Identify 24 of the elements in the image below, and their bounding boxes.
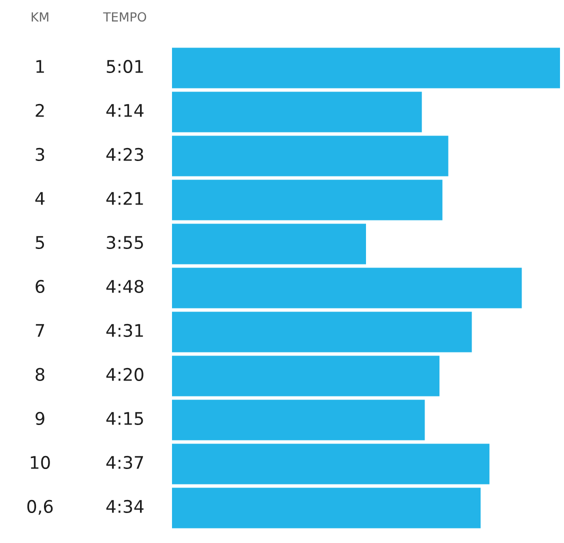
data-label: 4:34 — [106, 500, 144, 514]
y-tick-label: 10 — [30, 456, 50, 470]
data-label: 4:23 — [106, 148, 144, 162]
y-tick-label: 0,6 — [27, 500, 53, 515]
y-tick-label: 2 — [36, 104, 44, 117]
data-label: 4:48 — [106, 280, 144, 294]
y-tick-label: 4 — [35, 192, 45, 205]
y-tick-label: 8 — [36, 368, 44, 382]
x-axis-title: TEMPO — [103, 12, 146, 22]
data-label: 3:55 — [106, 236, 143, 250]
data-label: 5:01 — [106, 60, 143, 74]
y-axis-title: KM — [32, 12, 48, 22]
data-label: 4:31 — [106, 324, 143, 338]
y-tick-label: 3 — [36, 148, 44, 162]
y-tick-label: 9 — [36, 412, 44, 426]
data-label: 4:15 — [106, 412, 143, 426]
data-label: 4:14 — [106, 104, 144, 117]
y-tick-label: 6 — [36, 280, 44, 294]
data-label: 4:20 — [106, 368, 144, 382]
y-tick-label: 1 — [36, 60, 44, 73]
y-tick-label: 7 — [36, 324, 44, 337]
y-tick-label: 5 — [36, 236, 44, 250]
data-label: 4:37 — [106, 456, 144, 470]
data-label: 4:21 — [106, 192, 143, 205]
